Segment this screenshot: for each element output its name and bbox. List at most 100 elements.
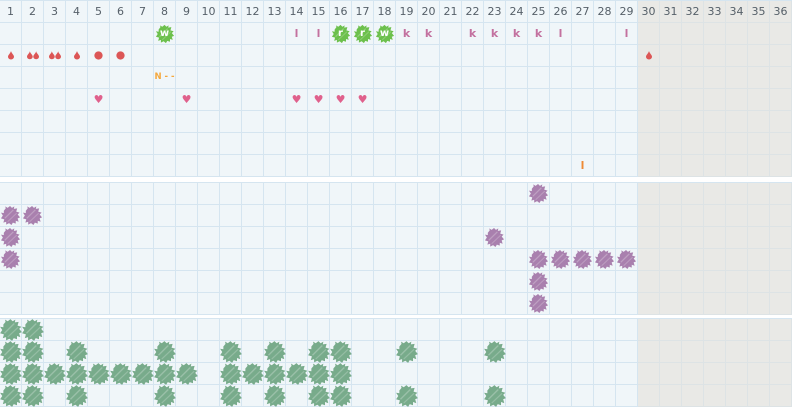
grid-cell[interactable] (242, 205, 264, 227)
grid-cell[interactable] (264, 227, 286, 249)
grid-cell[interactable] (66, 205, 88, 227)
grid-cell[interactable] (88, 227, 110, 249)
grid-cell[interactable] (528, 89, 550, 111)
grid-cell[interactable] (770, 363, 792, 385)
grid-cell[interactable] (242, 89, 264, 111)
grid-cell[interactable] (43, 362, 66, 385)
grid-cell[interactable] (242, 67, 264, 89)
grid-cell[interactable] (198, 385, 220, 407)
grid-cell[interactable] (594, 205, 616, 227)
grid-cell[interactable] (572, 23, 594, 45)
grid-cell[interactable] (616, 155, 638, 177)
grid-cell[interactable] (440, 183, 462, 205)
grid-cell[interactable] (462, 227, 484, 249)
grid-cell[interactable] (770, 249, 792, 271)
grid-cell[interactable] (572, 271, 594, 293)
grid-cell[interactable] (572, 363, 594, 385)
grid-cell[interactable] (286, 205, 308, 227)
grid-cell[interactable] (704, 133, 726, 155)
grid-cell[interactable] (726, 341, 748, 363)
grid-cell[interactable] (506, 89, 528, 111)
grid-cell[interactable] (462, 363, 484, 385)
grid-cell[interactable] (770, 293, 792, 315)
grid-cell[interactable] (330, 319, 352, 341)
grid-cell[interactable] (726, 363, 748, 385)
grid-cell[interactable] (21, 318, 44, 341)
grid-cell[interactable] (462, 385, 484, 407)
grid-cell[interactable] (330, 183, 352, 205)
grid-cell[interactable] (440, 271, 462, 293)
grid-cell[interactable] (638, 155, 660, 177)
grid-cell[interactable] (286, 111, 308, 133)
grid-cell[interactable] (308, 133, 330, 155)
grid-cell[interactable] (330, 67, 352, 89)
grid-cell[interactable] (330, 249, 352, 271)
grid-cell[interactable] (660, 111, 682, 133)
grid-cell[interactable] (418, 111, 440, 133)
grid-cell[interactable] (616, 67, 638, 89)
grid-cell[interactable] (528, 67, 550, 89)
grid-cell[interactable] (660, 363, 682, 385)
grid-cell[interactable] (704, 111, 726, 133)
grid-cell[interactable] (220, 23, 242, 45)
grid-cell[interactable] (572, 385, 594, 407)
grid-cell[interactable] (308, 183, 330, 205)
grid-cell[interactable] (660, 227, 682, 249)
grid-cell[interactable] (0, 384, 22, 407)
grid-cell[interactable] (440, 319, 462, 341)
grid-cell[interactable] (264, 23, 286, 45)
grid-cell[interactable] (242, 319, 264, 341)
grid-cell[interactable] (198, 155, 220, 177)
grid-cell[interactable] (704, 319, 726, 341)
grid-cell[interactable] (550, 205, 572, 227)
grid-cell[interactable] (242, 249, 264, 271)
grid-cell[interactable] (330, 293, 352, 315)
grid-cell[interactable] (352, 249, 374, 271)
grid-cell[interactable] (66, 89, 88, 111)
grid-cell[interactable] (396, 271, 418, 293)
grid-cell[interactable] (22, 227, 44, 249)
grid-cell[interactable] (572, 341, 594, 363)
grid-cell[interactable] (66, 249, 88, 271)
grid-cell[interactable] (374, 385, 396, 407)
grid-cell[interactable] (594, 319, 616, 341)
grid-cell[interactable] (374, 319, 396, 341)
grid-cell[interactable] (462, 111, 484, 133)
grid-cell[interactable] (286, 133, 308, 155)
grid-cell[interactable] (484, 67, 506, 89)
grid-cell[interactable] (682, 271, 704, 293)
grid-cell[interactable] (132, 45, 154, 67)
grid-cell[interactable] (506, 249, 528, 271)
grid-cell[interactable] (550, 385, 572, 407)
grid-cell[interactable] (418, 319, 440, 341)
grid-cell[interactable] (594, 133, 616, 155)
grid-cell[interactable] (153, 362, 176, 385)
grid-cell[interactable] (352, 45, 374, 67)
grid-cell[interactable] (352, 67, 374, 89)
grid-cell[interactable] (528, 111, 550, 133)
grid-cell[interactable] (594, 111, 616, 133)
grid-cell[interactable] (66, 133, 88, 155)
grid-cell[interactable] (440, 227, 462, 249)
grid-cell[interactable] (616, 363, 638, 385)
grid-cell[interactable] (88, 385, 110, 407)
grid-cell[interactable] (528, 363, 550, 385)
grid-cell[interactable] (154, 249, 176, 271)
grid-cell[interactable] (286, 249, 308, 271)
grid-cell[interactable] (0, 205, 22, 227)
grid-cell[interactable] (704, 183, 726, 205)
grid-cell[interactable] (770, 341, 792, 363)
grid-cell[interactable] (506, 111, 528, 133)
grid-cell[interactable] (132, 249, 154, 271)
grid-cell[interactable] (660, 155, 682, 177)
grid-cell[interactable] (704, 293, 726, 315)
grid-cell[interactable] (682, 341, 704, 363)
grid-cell[interactable] (307, 362, 330, 385)
grid-cell[interactable] (638, 23, 660, 45)
grid-cell[interactable] (198, 363, 220, 385)
grid-cell[interactable] (483, 340, 506, 363)
grid-cell[interactable] (748, 249, 770, 271)
grid-cell[interactable] (440, 111, 462, 133)
grid-cell[interactable] (660, 67, 682, 89)
grid-cell[interactable] (329, 384, 352, 407)
